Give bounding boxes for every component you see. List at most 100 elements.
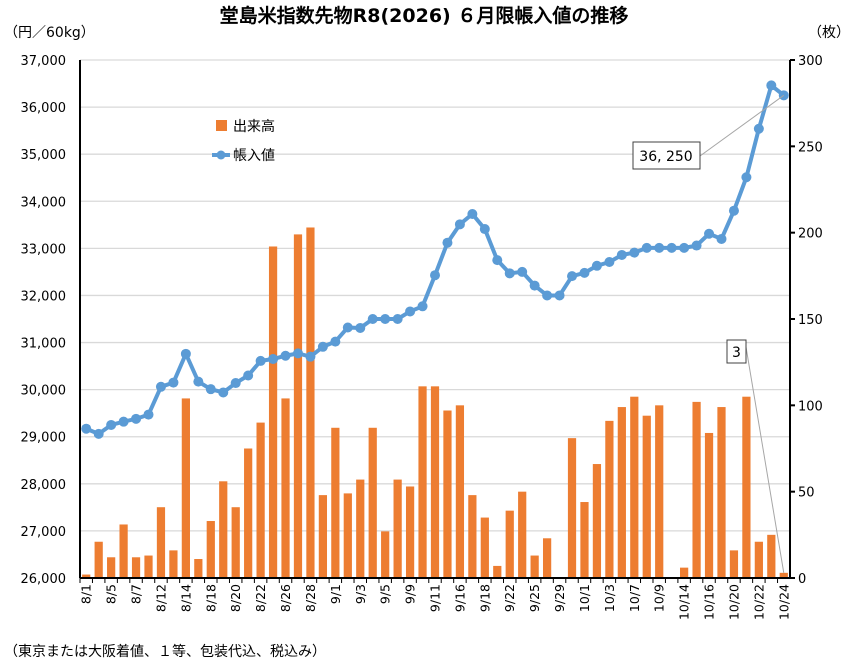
price-point: [679, 242, 690, 253]
price-point: [330, 336, 341, 347]
price-point: [268, 354, 279, 365]
price-point: [479, 224, 490, 235]
volume-bar: [405, 486, 415, 578]
left-axis-tick-label: 28,000: [21, 478, 67, 493]
left-axis-tick-label: 36,000: [21, 101, 67, 116]
price-annotation-box: [632, 141, 701, 170]
x-axis-tick-label: 9/25: [527, 584, 542, 612]
x-axis-tick-label: 9/22: [502, 584, 517, 612]
price-point: [704, 228, 715, 239]
volume-bar: [194, 559, 203, 578]
price-point: [641, 242, 652, 253]
volume-bar: [692, 401, 701, 578]
left-axis-tick-label: 29,000: [21, 431, 67, 446]
x-axis-tick-label: 8/12: [153, 584, 168, 612]
volume-bar: [268, 246, 278, 579]
left-axis-tick-label: 33,000: [21, 242, 67, 257]
price-point: [567, 271, 578, 282]
x-axis-tick-label: 8/20: [228, 584, 243, 612]
left-axis-tick-label: 37,000: [21, 54, 67, 69]
price-point: [143, 409, 154, 420]
x-axis-tick-label: 8/5: [104, 584, 119, 604]
price-point: [118, 416, 129, 427]
x-axis-tick-label: 9/11: [428, 584, 443, 612]
volume-bar: [630, 396, 639, 578]
volume-bar: [605, 420, 614, 578]
left-axis-tick-label: 26,000: [21, 572, 67, 587]
price-point: [355, 322, 366, 333]
x-axis-tick-label: 8/28: [303, 584, 318, 612]
volume-bar: [779, 572, 788, 578]
x-axis-tick-label: 8/18: [203, 584, 218, 612]
volume-bar: [281, 398, 290, 578]
price-point: [131, 413, 142, 424]
volume-bar: [381, 531, 390, 578]
right-axis-tick-label: 0: [798, 572, 806, 587]
price-point: [604, 257, 615, 268]
left-axis-tick-label: 31,000: [21, 337, 67, 352]
x-axis-tick-label: 9/5: [378, 584, 393, 604]
left-axis-tick-label: 30,000: [21, 384, 67, 399]
volume-bar: [767, 534, 776, 578]
volume-bar: [580, 502, 589, 578]
price-point: [542, 290, 553, 301]
volume-bar: [468, 495, 477, 578]
price-point: [292, 348, 303, 359]
x-axis-tick-label: 9/9: [403, 584, 418, 604]
right-axis-tick-label: 250: [798, 140, 823, 155]
price-point: [504, 268, 515, 279]
volume-bar: [443, 410, 452, 578]
gridlines: [80, 59, 790, 532]
volume-bar: [617, 407, 626, 578]
price-point: [205, 384, 216, 395]
price-line-path: [85, 83, 786, 436]
x-axis-tick-label: 10/1: [577, 584, 592, 612]
price-point: [317, 341, 328, 352]
price-point: [155, 381, 166, 392]
volume-bar: [356, 479, 365, 578]
price-point: [741, 172, 752, 183]
volume-bar: [505, 510, 514, 578]
price-point: [180, 348, 191, 359]
volume-bar: [418, 386, 427, 578]
x-axis-tick-label: 9/18: [477, 584, 492, 612]
volume-bar: [318, 495, 328, 578]
price-point: [554, 290, 565, 301]
volume-bar: [480, 517, 489, 578]
price-point: [467, 208, 478, 219]
price-point: [728, 205, 739, 216]
volume-bar: [206, 521, 215, 578]
volume-bar: [530, 555, 539, 578]
volume-bar: [542, 538, 552, 578]
price-point: [380, 314, 391, 324]
volume-bar: [306, 227, 315, 578]
price-point: [106, 419, 117, 430]
x-axis-tick-label: 9/16: [452, 584, 467, 612]
volume-bar: [567, 438, 577, 578]
left-axis-tick-label: 35,000: [21, 148, 67, 163]
volume-annotation-box: [726, 339, 747, 364]
volume-bar: [256, 422, 265, 578]
x-axis-tick-label: 8/7: [129, 584, 144, 604]
volume-bar: [293, 234, 303, 579]
price-point: [579, 267, 590, 278]
left-axis-tick-label: 32,000: [21, 289, 67, 304]
volume-bar: [680, 567, 689, 578]
x-axis-tick-label: 10/20: [726, 584, 741, 620]
price-point: [193, 376, 204, 387]
right-axis-tick-label: 100: [798, 399, 823, 414]
price-point: [430, 270, 440, 281]
volume-bar: [343, 493, 352, 578]
price-point: [629, 247, 640, 258]
price-point: [691, 240, 702, 251]
right-axis-tick-label: 50: [798, 486, 815, 501]
price-point: [517, 266, 528, 277]
x-axis-tick-label: 10/7: [627, 584, 642, 612]
footnote: （東京または大阪着値、１等、包装代込、税込み）: [4, 643, 326, 660]
left-axis-tick-label: 27,000: [21, 525, 67, 540]
price-line: [81, 80, 789, 439]
volume-bar: [156, 507, 166, 578]
price-point: [492, 255, 503, 266]
volume-bar: [430, 386, 440, 578]
volume-bar: [592, 464, 602, 578]
